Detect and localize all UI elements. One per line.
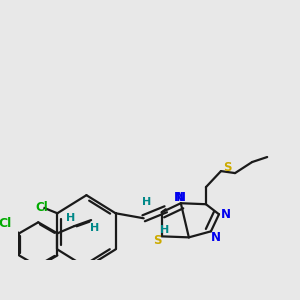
Text: N: N [221,208,231,221]
Text: N: N [176,191,186,204]
Text: Cl: Cl [35,201,48,214]
Text: H: H [66,213,76,223]
Text: N: N [211,231,221,244]
Text: H: H [142,197,151,207]
Text: S: S [223,160,231,174]
Text: H: H [160,225,170,235]
Text: N: N [174,191,184,204]
Text: H: H [90,223,99,233]
Text: Cl: Cl [0,217,12,230]
Text: S: S [153,234,161,247]
